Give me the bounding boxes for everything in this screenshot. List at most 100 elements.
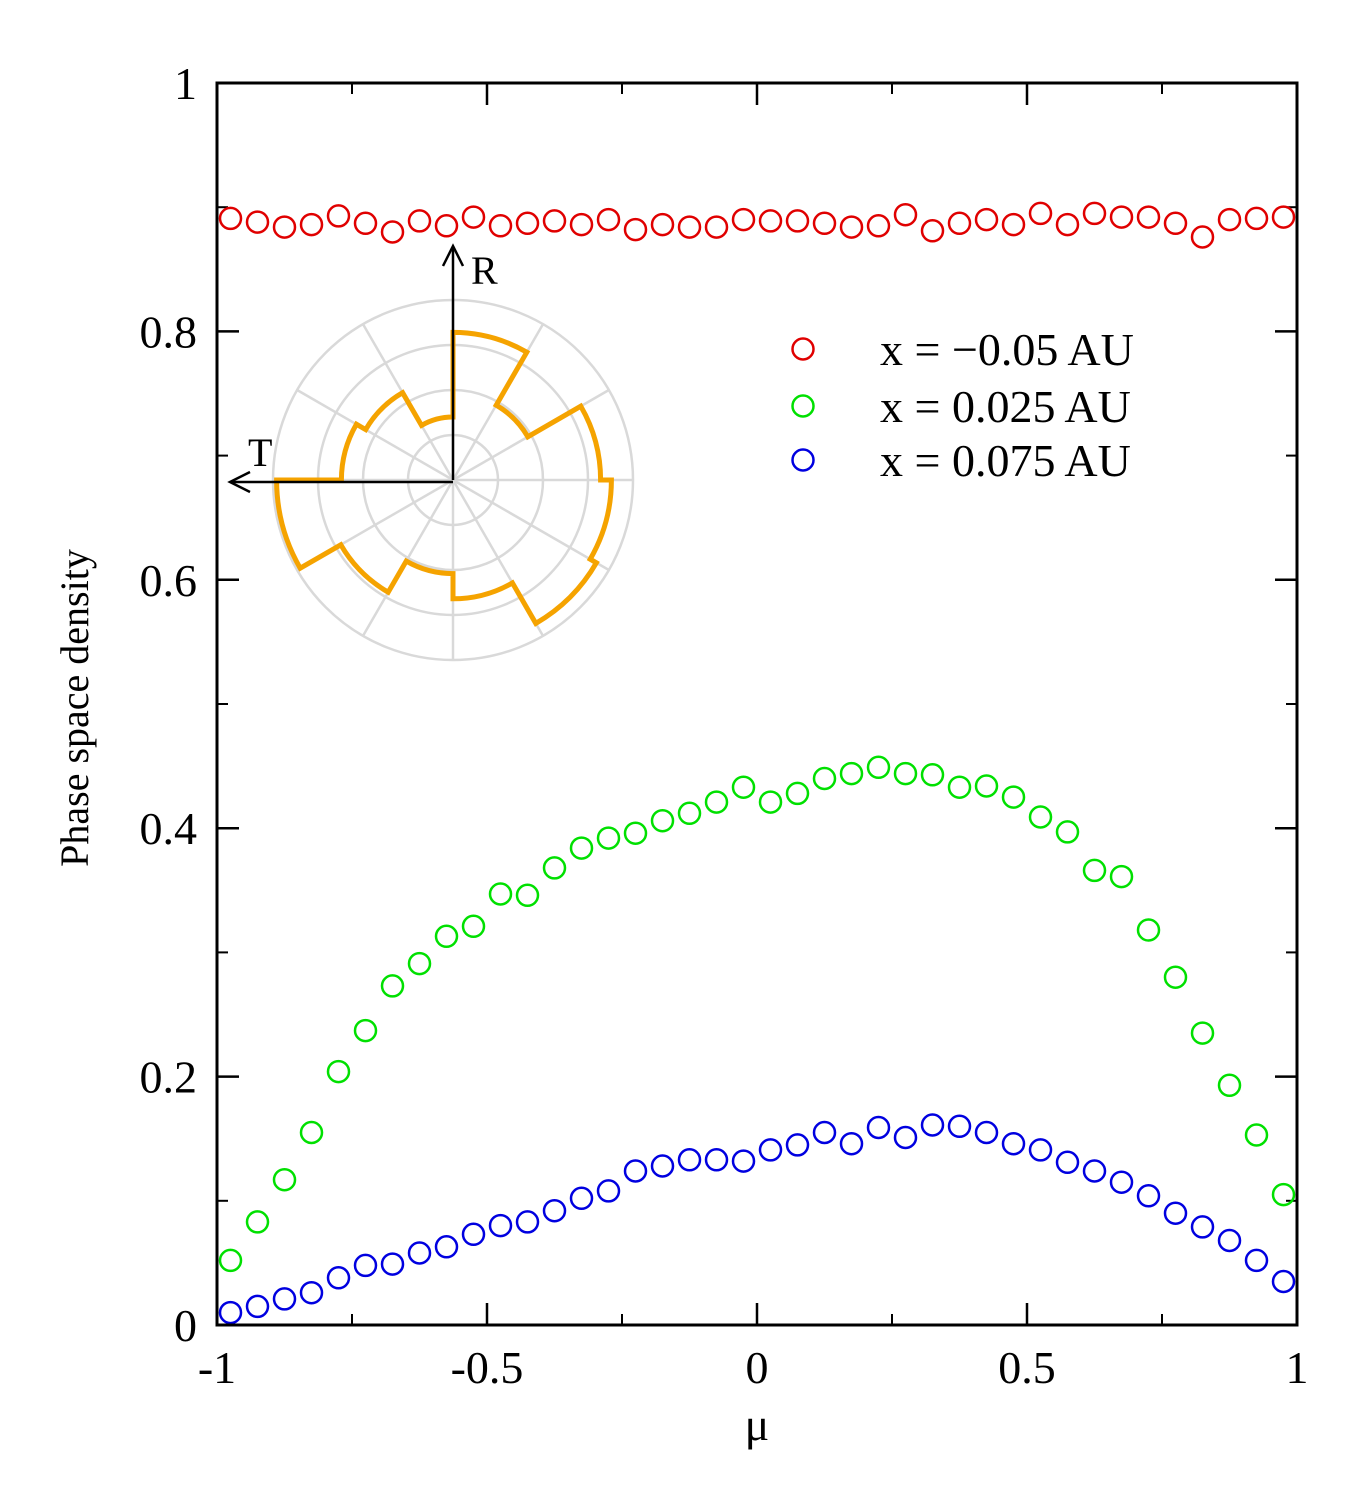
data-point <box>461 914 486 939</box>
data-point <box>1271 205 1296 229</box>
data-point <box>353 1253 378 1278</box>
data-point <box>623 821 648 845</box>
data-point <box>1028 201 1053 226</box>
data-point <box>245 210 270 234</box>
data-point <box>569 212 594 237</box>
data-point <box>650 808 675 833</box>
data-point <box>947 211 972 236</box>
data-point <box>974 1120 999 1145</box>
data-point <box>542 1198 567 1223</box>
data-point <box>785 1133 810 1157</box>
polar-inset: RT <box>227 243 635 662</box>
data-point <box>1136 918 1161 942</box>
data-point <box>1271 1182 1296 1207</box>
legend-marker <box>791 448 815 472</box>
data-point <box>758 790 783 814</box>
data-point <box>434 1235 459 1259</box>
data-point <box>704 790 729 814</box>
data-point <box>299 1120 324 1145</box>
data-point <box>515 1210 540 1234</box>
data-point <box>1028 1138 1053 1162</box>
data-point <box>1244 1123 1269 1147</box>
data-series <box>218 201 1296 1325</box>
x-axis-label: μ <box>745 1399 770 1450</box>
data-point <box>542 209 567 233</box>
t-axis-label: T <box>248 430 272 475</box>
data-point <box>1190 225 1215 249</box>
data-point <box>272 1167 297 1192</box>
data-point <box>650 212 675 237</box>
data-point <box>758 1138 783 1162</box>
legend-item: x = 0.075 AU <box>791 435 1131 486</box>
legend-marker <box>791 337 815 361</box>
data-point <box>1028 805 1053 829</box>
data-point <box>1244 1248 1269 1273</box>
data-point <box>1163 211 1188 236</box>
data-point <box>380 974 405 998</box>
data-point <box>326 1266 351 1290</box>
legend-item: x = −0.05 AU <box>791 324 1134 375</box>
y-tick-label: 0.4 <box>140 803 198 854</box>
data-point <box>1163 965 1188 989</box>
x-tick-label: 1 <box>1286 1342 1309 1393</box>
y-tick-label: 0.8 <box>140 306 198 357</box>
polar-grid-spoke <box>296 388 454 482</box>
series-3 <box>218 1113 1296 1325</box>
data-point <box>974 207 999 232</box>
y-tick-label: 1 <box>174 58 197 109</box>
data-point <box>1055 212 1080 237</box>
data-point <box>650 1154 675 1178</box>
data-point <box>1217 1228 1242 1253</box>
data-point <box>596 207 621 232</box>
t-arrow-head <box>227 470 251 494</box>
data-point <box>1001 212 1026 237</box>
data-point <box>1082 858 1107 883</box>
data-point <box>866 755 891 780</box>
data-point <box>569 1186 594 1211</box>
data-point <box>947 775 972 799</box>
data-point <box>1109 864 1134 889</box>
data-point <box>785 209 810 233</box>
data-point <box>353 211 378 236</box>
data-point <box>596 826 621 850</box>
r-arrow-head <box>441 243 465 267</box>
data-point <box>677 801 702 826</box>
data-point <box>353 1018 378 1043</box>
data-point <box>731 1149 756 1173</box>
data-point <box>1190 1215 1215 1239</box>
data-point <box>326 1059 351 1084</box>
data-point <box>866 214 891 238</box>
data-point <box>839 1131 864 1156</box>
data-point <box>1163 1201 1188 1225</box>
data-point <box>974 774 999 798</box>
legend-item: x = 0.025 AU <box>791 381 1131 432</box>
polar-grid-spoke <box>452 478 610 572</box>
data-point <box>893 761 918 786</box>
y-tick-label: 0 <box>174 1300 197 1351</box>
data-point <box>1082 1159 1107 1183</box>
x-tick-label: -0.5 <box>451 1342 524 1393</box>
plot-frame <box>215 81 1299 1327</box>
data-point <box>1082 201 1107 226</box>
legend-marker <box>791 394 815 418</box>
data-point <box>218 206 243 231</box>
data-point <box>785 781 810 806</box>
data-point <box>920 219 945 243</box>
data-point <box>380 220 405 244</box>
data-point <box>1190 1021 1215 1045</box>
data-point <box>1271 1269 1296 1294</box>
data-point <box>434 924 459 949</box>
data-point <box>920 763 945 787</box>
data-point <box>893 1125 918 1150</box>
data-point <box>218 1248 243 1273</box>
data-point <box>839 761 864 786</box>
y-axis-label: Phase space density <box>52 549 97 867</box>
data-point <box>812 211 837 236</box>
data-point <box>245 1294 270 1319</box>
data-point <box>1217 1073 1242 1098</box>
data-point <box>515 211 540 236</box>
data-point <box>272 215 297 239</box>
series-2 <box>218 755 1296 1273</box>
y-tick-label: 0.6 <box>140 555 198 606</box>
data-point <box>542 856 567 880</box>
